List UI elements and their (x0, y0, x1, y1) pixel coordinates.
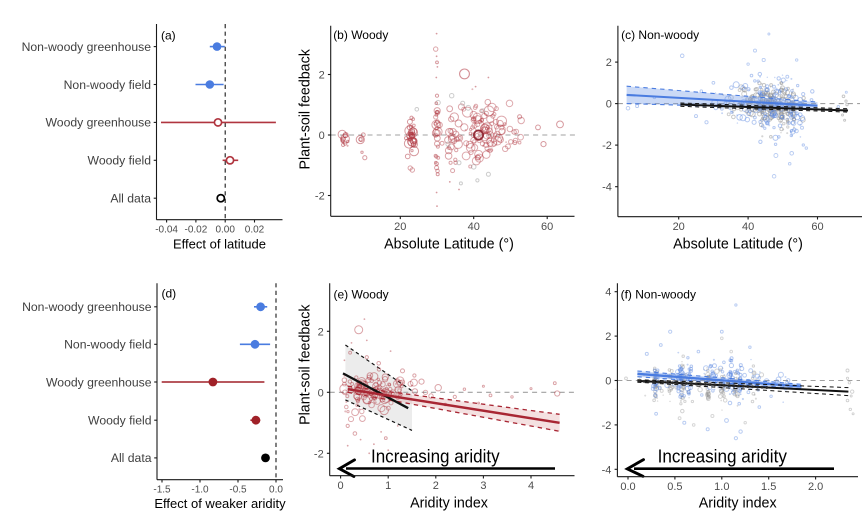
svg-text:4: 4 (605, 287, 611, 299)
svg-text:Effect of latitude: Effect of latitude (173, 237, 266, 252)
svg-text:-0.5: -0.5 (229, 485, 247, 496)
svg-text:2: 2 (319, 69, 325, 81)
svg-text:0.0: 0.0 (269, 485, 283, 496)
svg-text:20: 20 (394, 221, 406, 233)
svg-text:-0.04: -0.04 (155, 225, 178, 236)
svg-text:0: 0 (605, 376, 611, 388)
svg-text:2.0: 2.0 (808, 481, 823, 493)
svg-text:-2: -2 (315, 191, 325, 203)
svg-text:40: 40 (468, 221, 480, 233)
svg-text:Non-woody field: Non-woody field (64, 78, 151, 92)
svg-text:4: 4 (528, 480, 534, 492)
svg-text:Non-woody field: Non-woody field (64, 338, 151, 352)
svg-text:All data: All data (111, 451, 152, 465)
svg-text:2: 2 (606, 57, 612, 69)
svg-text:0: 0 (338, 480, 344, 492)
svg-text:Woody field: Woody field (88, 154, 151, 168)
svg-text:Woody greenhouse: Woody greenhouse (46, 375, 152, 389)
svg-text:(e) Woody: (e) Woody (334, 287, 389, 301)
svg-text:0.5: 0.5 (667, 481, 682, 493)
svg-text:20: 20 (673, 221, 685, 233)
svg-text:(d): (d) (162, 287, 177, 301)
svg-text:60: 60 (541, 221, 553, 233)
svg-text:-2: -2 (602, 140, 612, 152)
svg-text:-2: -2 (602, 420, 612, 432)
svg-text:0.00: 0.00 (215, 225, 235, 236)
svg-text:-4: -4 (602, 464, 612, 476)
svg-text:-1.5: -1.5 (153, 485, 171, 496)
svg-text:3: 3 (480, 480, 486, 492)
svg-text:Absolute Latitude (°): Absolute Latitude (°) (384, 237, 514, 253)
svg-text:Effect of weaker aridity: Effect of weaker aridity (154, 496, 286, 511)
svg-text:0.0: 0.0 (620, 481, 635, 493)
svg-text:Absolute Latitude (°): Absolute Latitude (°) (673, 237, 803, 253)
svg-text:1.0: 1.0 (714, 481, 729, 493)
svg-text:All data: All data (110, 192, 151, 206)
svg-text:(c) Non-woody: (c) Non-woody (621, 28, 699, 42)
svg-text:(f) Non-woody: (f) Non-woody (621, 287, 696, 301)
svg-text:Non-woody greenhouse: Non-woody greenhouse (22, 40, 152, 54)
svg-text:0: 0 (318, 387, 324, 399)
svg-text:-1.0: -1.0 (191, 485, 209, 496)
svg-text:Increasing aridity: Increasing aridity (658, 446, 788, 467)
svg-text:Woody greenhouse: Woody greenhouse (46, 116, 152, 130)
svg-text:0.02: 0.02 (245, 225, 265, 236)
svg-text:1: 1 (385, 480, 391, 492)
svg-text:-2: -2 (314, 448, 324, 460)
svg-text:40: 40 (742, 221, 754, 233)
svg-text:2: 2 (318, 326, 324, 338)
svg-text:Plant-soil feedback: Plant-soil feedback (297, 49, 314, 170)
svg-text:(b) Woody: (b) Woody (333, 28, 388, 42)
svg-text:-4: -4 (602, 182, 612, 194)
svg-text:0: 0 (606, 99, 612, 111)
svg-text:Aridity index: Aridity index (699, 495, 777, 511)
svg-text:Non-woody greenhouse: Non-woody greenhouse (22, 300, 152, 314)
svg-text:60: 60 (811, 221, 823, 233)
svg-text:0: 0 (319, 130, 325, 142)
svg-text:Woody field: Woody field (88, 414, 151, 428)
svg-text:Aridity index: Aridity index (410, 495, 488, 511)
svg-text:1.5: 1.5 (761, 481, 776, 493)
svg-text:2: 2 (433, 480, 439, 492)
svg-text:2: 2 (605, 331, 611, 343)
svg-text:Plant-soil feedback: Plant-soil feedback (297, 304, 314, 425)
svg-text:Increasing aridity: Increasing aridity (371, 445, 500, 466)
svg-text:(a): (a) (161, 29, 176, 43)
svg-text:-0.02: -0.02 (185, 225, 208, 236)
